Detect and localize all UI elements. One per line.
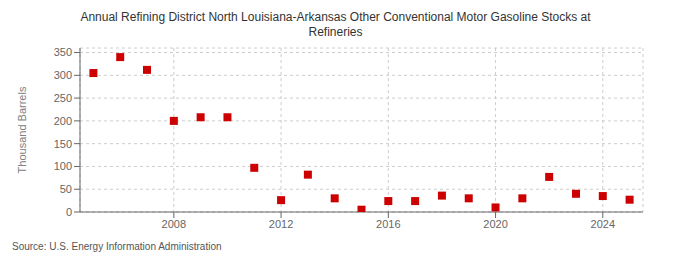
svg-text:2016: 2016: [376, 218, 400, 230]
html-text:Source: U.S. Energy Informatio: Source: U.S. Energy Information Administ…: [12, 241, 222, 252]
html-text:Annual Refining District North: Annual Refining District North Louisiana…: [80, 10, 591, 24]
svg-text:150: 150: [54, 138, 72, 150]
svg-text:2008: 2008: [162, 218, 186, 230]
svg-text:2020: 2020: [483, 218, 507, 230]
svg-text:100: 100: [54, 160, 72, 172]
svg-text:Thousand Barrels: Thousand Barrels: [16, 86, 28, 173]
svg-text:350: 350: [54, 46, 72, 58]
svg-text:250: 250: [54, 92, 72, 104]
svg-text:2024: 2024: [591, 218, 615, 230]
svg-text:300: 300: [54, 69, 72, 81]
svg-text:50: 50: [60, 183, 72, 195]
svg-text:200: 200: [54, 115, 72, 127]
svg-text:0: 0: [66, 206, 72, 218]
html-text:Refineries: Refineries: [308, 25, 363, 39]
svg-text:2012: 2012: [269, 218, 293, 230]
